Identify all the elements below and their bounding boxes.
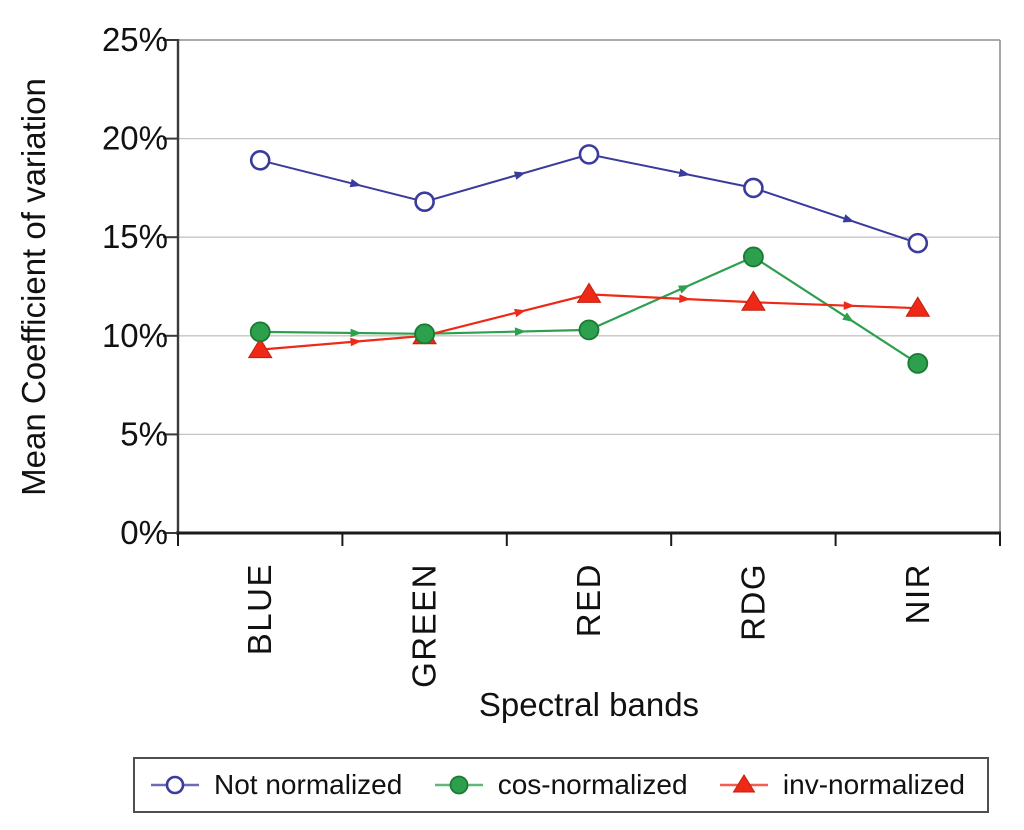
y-axis-title: Mean Coefficient of variation <box>15 78 52 496</box>
legend-item-cos-normalized: cos-normalized <box>433 769 688 801</box>
series-markers-cos-normalized <box>249 246 929 374</box>
svg-text:5%: 5% <box>120 415 168 452</box>
svg-text:RDG: RDG <box>734 563 771 641</box>
x-category-labels: BLUE GREEN RED RDG NIR <box>241 563 936 688</box>
svg-text:20%: 20% <box>102 120 168 157</box>
gridlines <box>178 137 1000 436</box>
open-circle-marker-icon <box>151 775 199 795</box>
legend-item-not-normalized: Not normalized <box>149 769 402 801</box>
legend-item-inv-normalized: inv-normalized <box>718 769 965 801</box>
x-axis-title: Spectral bands <box>478 686 700 723</box>
series-markers-not-normalized <box>249 144 929 254</box>
svg-text:10%: 10% <box>102 317 168 354</box>
svg-text:25%: 25% <box>102 21 168 58</box>
legend-label-inv-normalized: inv-normalized <box>782 769 965 800</box>
plot-border <box>178 39 1001 533</box>
svg-text:NIR: NIR <box>899 563 936 624</box>
svg-text:RED: RED <box>570 563 607 637</box>
series-line-not-normalized <box>259 153 919 245</box>
legend-label-not-normalized: Not normalized <box>214 769 403 800</box>
svg-text:BLUE: BLUE <box>241 563 278 655</box>
svg-text:0%: 0% <box>120 514 168 551</box>
filled-triangle-marker-icon <box>719 774 768 793</box>
series-line-cos-normalized <box>260 255 919 365</box>
y-tick-labels: 25% 20% 15% 10% 5% 0% <box>102 21 168 551</box>
axes <box>163 39 1001 546</box>
filled-circle-marker-icon <box>434 775 483 795</box>
svg-text:GREEN: GREEN <box>406 563 443 688</box>
svg-text:15%: 15% <box>102 218 168 255</box>
legend: Not normalized cos-normalized inv-normal… <box>133 757 989 813</box>
legend-label-cos-normalized: cos-normalized <box>497 769 688 800</box>
